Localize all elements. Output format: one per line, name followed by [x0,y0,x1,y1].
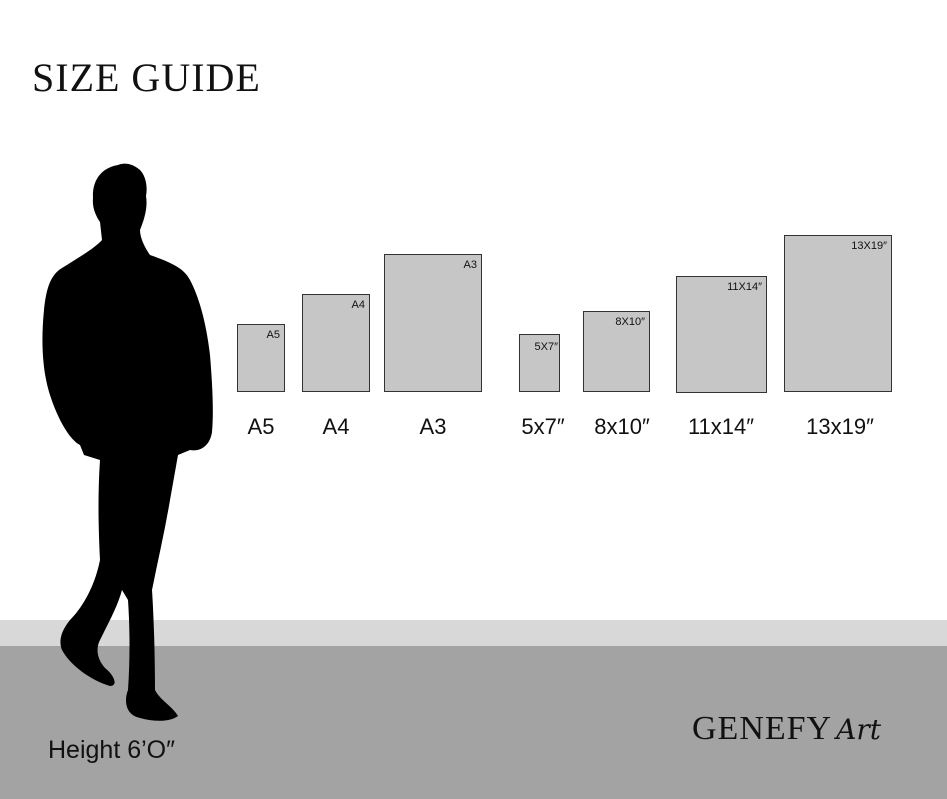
page-title: SIZE GUIDE [32,55,261,100]
floor-band-dark [0,646,947,799]
size-box-a3: A3 [384,254,482,392]
logo-script: Art [836,712,881,746]
size-tag: A5 [266,329,280,341]
size-label-8x10: 8x10″ [594,414,650,439]
floor-band-light [0,620,947,646]
size-label-a3: A3 [419,414,447,439]
brand-logo: GENEFY Art [692,710,881,748]
size-box-a4: A4 [302,294,370,392]
size-box-a5: A5 [237,324,285,392]
logo-wordmark: GENEFY [692,710,833,747]
size-label-13x19: 13x19″ [806,414,874,439]
size-tag: 5X7″ [534,341,558,353]
size-box-13x19: 13X19″ [784,235,892,392]
size-tag: 11X14″ [727,281,762,293]
size-label-5x7: 5x7″ [521,414,565,439]
size-box-5x7: 5X7″ [519,334,560,392]
size-label-a4: A4 [322,414,350,439]
size-tag: 8X10″ [615,316,645,328]
size-box-8x10: 8X10″ [583,311,650,392]
size-tag: 13X19″ [851,240,887,252]
height-label: Height 6’O″ [48,736,175,764]
size-box-11x14: 11X14″ [676,276,767,393]
size-label-a5: A5 [247,414,275,439]
size-tag: A4 [351,299,365,311]
size-label-11x14: 11x14″ [687,414,755,439]
size-tag: A3 [463,259,477,271]
